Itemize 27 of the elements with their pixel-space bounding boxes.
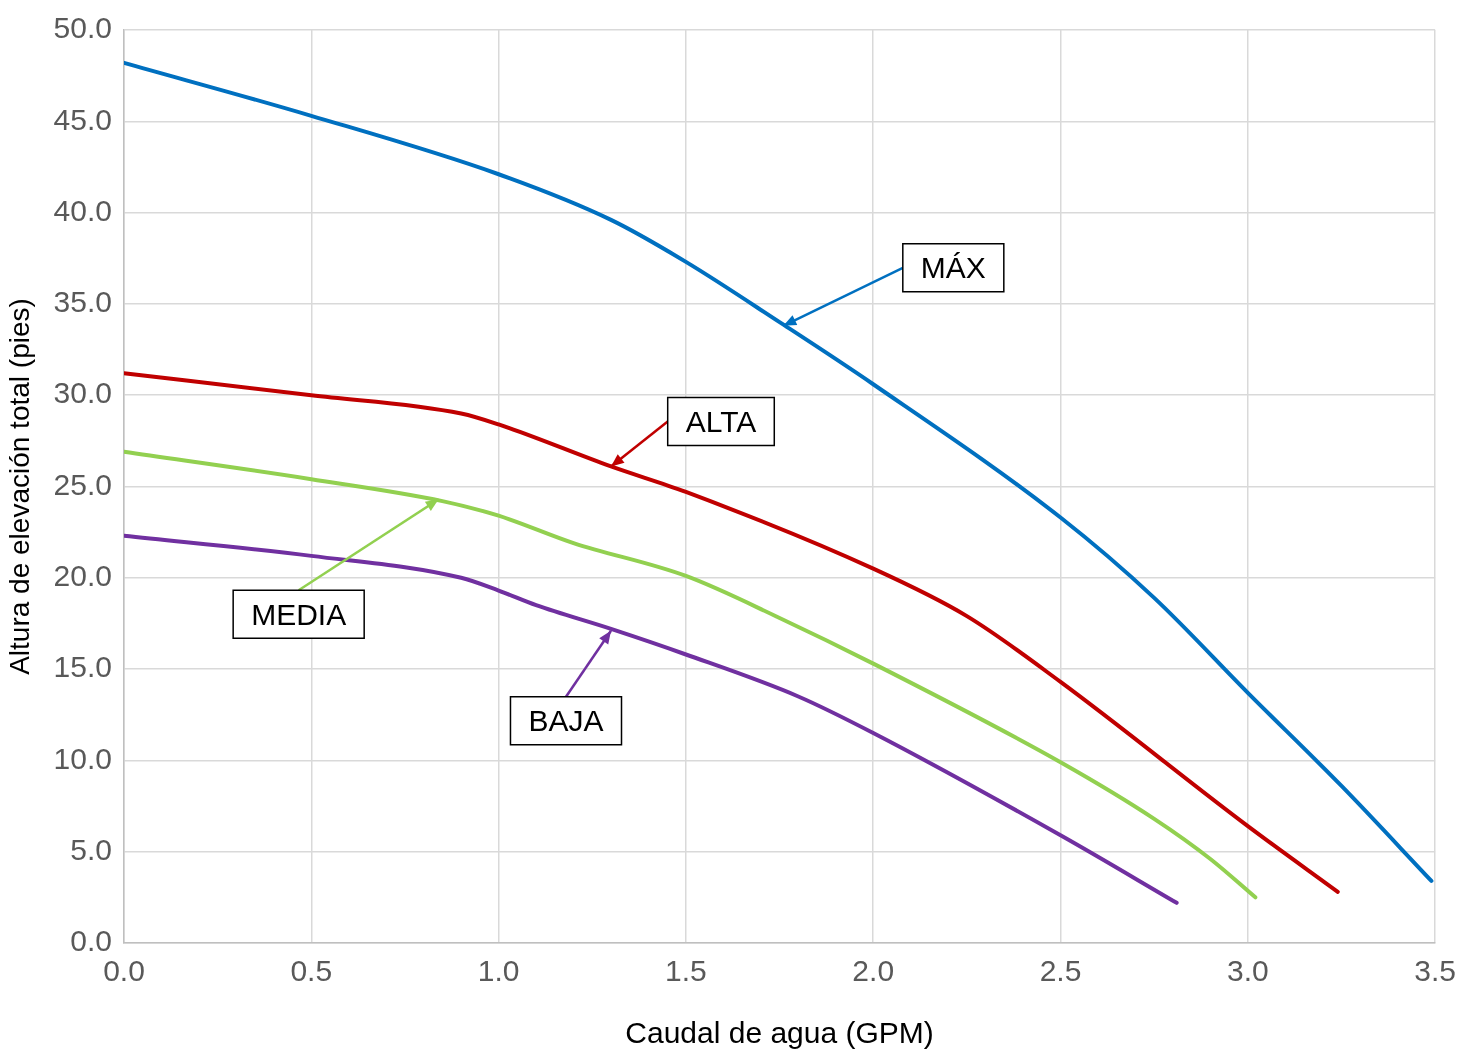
y-axis-title: Altura de elevación total (pies) bbox=[3, 298, 35, 675]
annotation: MÁX bbox=[920, 251, 986, 285]
y-tick-label: 35.0 bbox=[53, 285, 112, 319]
line-series bbox=[123, 449, 1258, 900]
y-tick-label: 25.0 bbox=[53, 467, 112, 501]
annotation: MEDIA bbox=[251, 597, 347, 631]
annotation: BAJA bbox=[528, 704, 604, 738]
x-tick-label: 0.5 bbox=[290, 954, 333, 988]
y-tick-label: 50.0 bbox=[53, 11, 112, 45]
y-tick-label: 30.0 bbox=[53, 376, 112, 410]
x-tick-label: 1.5 bbox=[665, 954, 707, 988]
y-tick-label: 10.0 bbox=[53, 741, 112, 775]
y-tick-label: 15.0 bbox=[53, 650, 112, 684]
y-tick-label: 20.0 bbox=[53, 559, 112, 593]
x-tick-label: 2.0 bbox=[852, 954, 895, 988]
x-axis-title: Caudal de agua (GPM) bbox=[625, 1016, 934, 1050]
line-series bbox=[123, 60, 1434, 883]
y-tick-label: 5.0 bbox=[70, 832, 112, 866]
x-tick-label: 2.5 bbox=[1039, 954, 1082, 988]
line-series bbox=[123, 371, 1340, 894]
y-tick-label: 40.0 bbox=[53, 193, 112, 227]
annotation: ALTA bbox=[685, 404, 757, 438]
y-tick-label: 45.0 bbox=[53, 102, 112, 136]
x-tick-label: 3.0 bbox=[1226, 954, 1269, 988]
x-tick-label: 3.5 bbox=[1414, 954, 1457, 988]
x-tick-label: 1.0 bbox=[477, 954, 520, 988]
line-series bbox=[123, 533, 1179, 905]
